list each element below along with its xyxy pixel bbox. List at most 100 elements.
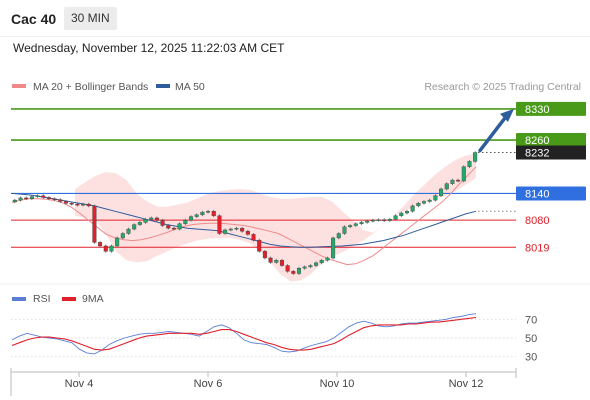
interval-badge[interactable]: 30 MIN — [64, 7, 117, 30]
candle — [359, 221, 364, 226]
candle — [92, 204, 97, 244]
candle — [279, 258, 284, 267]
candle — [24, 196, 29, 201]
candle — [98, 241, 103, 248]
candle — [393, 214, 398, 221]
candlesticks — [12, 151, 478, 275]
candle — [46, 196, 51, 201]
candle — [81, 202, 86, 207]
chart-datetime: Wednesday, November 12, 2025 11:22:03 AM… — [13, 41, 285, 55]
candle — [58, 198, 63, 203]
candle — [63, 200, 69, 205]
candle — [52, 197, 57, 202]
candle — [251, 233, 256, 242]
candle — [109, 244, 114, 253]
candle — [166, 224, 171, 230]
candle — [18, 196, 23, 202]
forecast-arrow-shaft — [478, 116, 507, 153]
candle — [262, 249, 267, 260]
x-axis: Nov 4 Nov 6 Nov 10 Nov 12 — [65, 372, 483, 390]
bollinger-band — [75, 153, 476, 282]
candle — [41, 194, 46, 199]
rsi-ma-line — [11, 316, 477, 351]
last-price-tag — [516, 145, 586, 160]
candle — [274, 258, 279, 264]
candle — [325, 256, 330, 262]
rsi-grid: 70 50 30 — [11, 314, 537, 364]
candle — [291, 269, 296, 275]
candle — [331, 236, 336, 260]
ma9-legend-label: 9MA — [82, 293, 104, 305]
pivot-tag — [516, 186, 586, 201]
header-bar: Cac 40 30 MIN — [0, 0, 590, 36]
candle — [268, 256, 273, 264]
candle — [183, 218, 188, 226]
candle — [35, 194, 40, 198]
rsi-tick-label: 70 — [525, 314, 537, 326]
resistance-label: 8260 — [525, 135, 549, 147]
support-label: 8080 — [525, 215, 549, 227]
candle — [12, 198, 17, 204]
candle — [223, 228, 228, 235]
candle — [319, 258, 324, 265]
candle — [126, 227, 131, 235]
candle — [450, 178, 455, 185]
x-tick-label: Nov 4 — [65, 378, 94, 390]
candle — [382, 218, 387, 222]
candle — [149, 216, 154, 221]
rsi-legend-label: RSI — [33, 293, 51, 305]
candle — [302, 265, 307, 270]
candle — [387, 217, 392, 222]
candle — [353, 222, 358, 227]
candle — [473, 151, 478, 163]
candle — [348, 224, 353, 229]
candle — [336, 232, 341, 240]
candle — [200, 210, 205, 217]
candle — [132, 223, 137, 231]
resistance-tag — [516, 101, 586, 116]
candle — [103, 244, 108, 253]
candle — [376, 218, 381, 222]
candle — [120, 232, 125, 240]
candle — [461, 165, 466, 183]
candle — [217, 214, 222, 235]
candle — [416, 201, 421, 208]
candle — [410, 204, 415, 213]
candle — [433, 194, 438, 202]
candle — [399, 211, 404, 218]
candle — [365, 219, 370, 224]
bollinger-band-area — [75, 153, 476, 282]
candle — [194, 213, 199, 218]
resistance-label: 8330 — [525, 104, 549, 116]
ma20-legend-label: MA 20 + Bollinger Bands — [33, 81, 148, 93]
candle — [456, 178, 461, 183]
candle — [137, 221, 142, 226]
candle — [240, 226, 245, 233]
candle — [427, 198, 432, 203]
support-label: 8019 — [525, 242, 549, 254]
rsi-tick-label: 30 — [525, 352, 537, 364]
instrument-name: Cac 40 — [11, 11, 57, 27]
candle — [177, 222, 182, 231]
research-credit: Research © 2025 Trading Central — [424, 81, 581, 93]
candle — [160, 218, 165, 227]
candle — [69, 201, 74, 206]
candle — [404, 209, 409, 215]
candle — [444, 182, 449, 191]
resistance-tag — [516, 133, 586, 148]
candle — [296, 266, 302, 275]
candle — [285, 264, 290, 273]
candle — [154, 216, 159, 222]
candle — [342, 225, 347, 235]
forecast-arrow — [478, 108, 514, 153]
pivot-label: 8140 — [525, 188, 549, 200]
candle — [115, 236, 120, 248]
header-divider — [0, 36, 590, 37]
candle — [467, 160, 472, 169]
candle — [29, 195, 34, 201]
candle — [370, 218, 375, 223]
ma50-legend-swatch — [156, 84, 170, 88]
candle — [421, 200, 427, 205]
candle — [188, 215, 194, 222]
